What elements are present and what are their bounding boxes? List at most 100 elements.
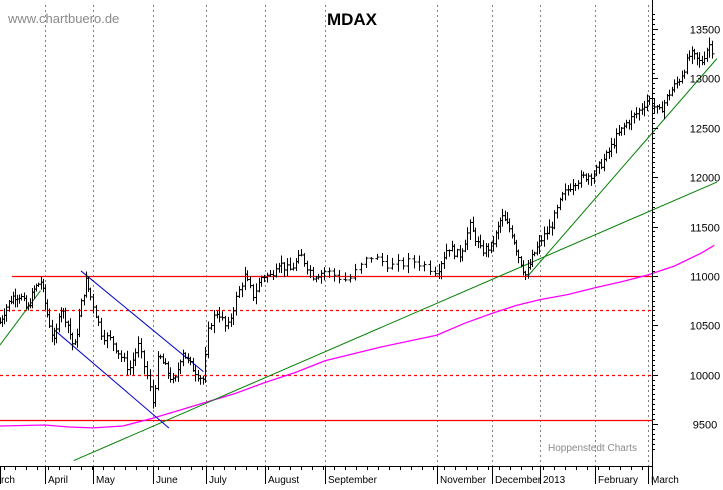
ohlc-bar <box>248 276 253 289</box>
ohlc-bar <box>343 272 348 282</box>
moving-average-layer <box>0 244 715 429</box>
ohlc-bar <box>203 346 208 383</box>
ohlc-bar <box>102 329 107 345</box>
y-tick-label: 12000 <box>690 173 721 185</box>
ohlc-bar <box>535 241 540 256</box>
ohlc-bar <box>692 48 697 60</box>
ohlc-bar <box>237 286 242 298</box>
ohlc-bar <box>294 258 299 272</box>
x-tick-label: April <box>48 475 68 485</box>
ohlc-bar <box>50 319 55 343</box>
y-tick-label: 11000 <box>690 272 720 284</box>
trend-lines <box>0 58 718 461</box>
ohlc-bar <box>17 294 22 304</box>
ohlc-bar <box>614 128 619 154</box>
ohlc-bar <box>500 208 505 227</box>
ohlc-bar <box>19 293 24 301</box>
ohlc-bar <box>521 260 526 276</box>
ohlc-bar <box>82 294 87 306</box>
ohlc-bar <box>563 183 568 201</box>
ohlc-bar <box>609 137 614 158</box>
chart-title: MDAX <box>327 10 378 29</box>
ohlc-bar <box>11 291 16 305</box>
ohlc-bar <box>96 315 101 326</box>
ohlc-bar <box>274 263 279 278</box>
ohlc-bar <box>198 375 203 385</box>
ohlc-bar <box>105 332 110 349</box>
ohlc-bar <box>43 284 48 311</box>
ohlc-bar <box>212 310 217 334</box>
ohlc-bar <box>257 277 262 293</box>
y-tick-label: 12500 <box>690 124 721 136</box>
ohlc-bar <box>507 218 512 233</box>
watermark-text: www.chartbuero.de <box>7 11 119 26</box>
ohlc-bar <box>465 227 470 250</box>
trend-line-5 <box>54 329 170 429</box>
ohlc-bar <box>627 119 632 130</box>
ohlc-bar <box>279 255 284 273</box>
ohlc-bar <box>476 236 481 249</box>
ohlc-bar <box>586 173 591 185</box>
ohlc-bar <box>660 101 665 113</box>
ohlc-bar <box>602 153 607 172</box>
ohlc-bar <box>530 249 535 268</box>
ohlc-bar <box>265 272 270 283</box>
ohlc-bar <box>337 269 342 284</box>
ohlc-bar <box>576 180 581 190</box>
ohlc-bar <box>542 226 547 247</box>
ohlc-bar <box>514 239 519 256</box>
ohlc-bar <box>13 288 18 308</box>
ohlc-bar <box>369 257 374 263</box>
y-tick-label: 9500 <box>693 420 717 432</box>
ohlc-bar <box>234 291 239 316</box>
ohlc-bar <box>433 266 438 277</box>
ohlc-bar <box>88 287 93 301</box>
ohlc-bar <box>291 262 296 271</box>
ohlc-bar <box>359 262 364 274</box>
ohlc-bar <box>417 255 422 271</box>
trend-line-1 <box>0 290 41 346</box>
ohlc-bar <box>282 262 287 277</box>
ohlc-bar <box>86 276 91 293</box>
price-bars <box>0 37 715 409</box>
ohlc-bar <box>305 260 310 275</box>
ohlc-bar <box>584 173 589 182</box>
ohlc-bar <box>682 69 687 79</box>
ohlc-bar <box>39 276 44 290</box>
ohlc-bar <box>481 240 486 257</box>
ohlc-bar <box>617 124 622 136</box>
ohlc-bar <box>516 249 521 264</box>
ohlc-bar <box>364 256 369 269</box>
y-tick-label: 10500 <box>690 321 721 333</box>
ohlc-bar <box>34 283 39 292</box>
ohlc-bar <box>375 253 380 260</box>
credit-text: Hoppenstedt Charts <box>548 443 637 454</box>
ohlc-bar <box>61 308 66 319</box>
ohlc-bar <box>151 379 156 409</box>
ohlc-bar <box>30 287 35 309</box>
ohlc-bar <box>550 221 555 236</box>
ohlc-bar <box>47 308 52 329</box>
ohlc-bar <box>268 270 273 277</box>
ohlc-bar <box>131 352 136 375</box>
ohlc-bar <box>223 315 228 332</box>
ohlc-bar <box>108 330 113 341</box>
ohlc-bar <box>75 328 80 348</box>
y-tick-label: 13500 <box>690 25 721 37</box>
ohlc-bar <box>77 308 82 338</box>
ohlc-bar <box>498 217 503 233</box>
ohlc-bar <box>532 251 537 257</box>
horizontal-levels <box>0 275 652 422</box>
ohlc-bar <box>442 251 447 269</box>
ohlc-bar <box>116 349 121 360</box>
ohlc-bar <box>496 221 501 240</box>
ohlc-bar <box>68 318 73 340</box>
ohlc-bar <box>607 147 612 159</box>
ohlc-bar <box>452 244 457 260</box>
y-tick-label: 11500 <box>690 223 720 235</box>
ohlc-bar <box>36 282 41 287</box>
ohlc-bar <box>568 183 573 192</box>
ohlc-bar <box>622 122 627 136</box>
ohlc-bar <box>634 107 639 119</box>
